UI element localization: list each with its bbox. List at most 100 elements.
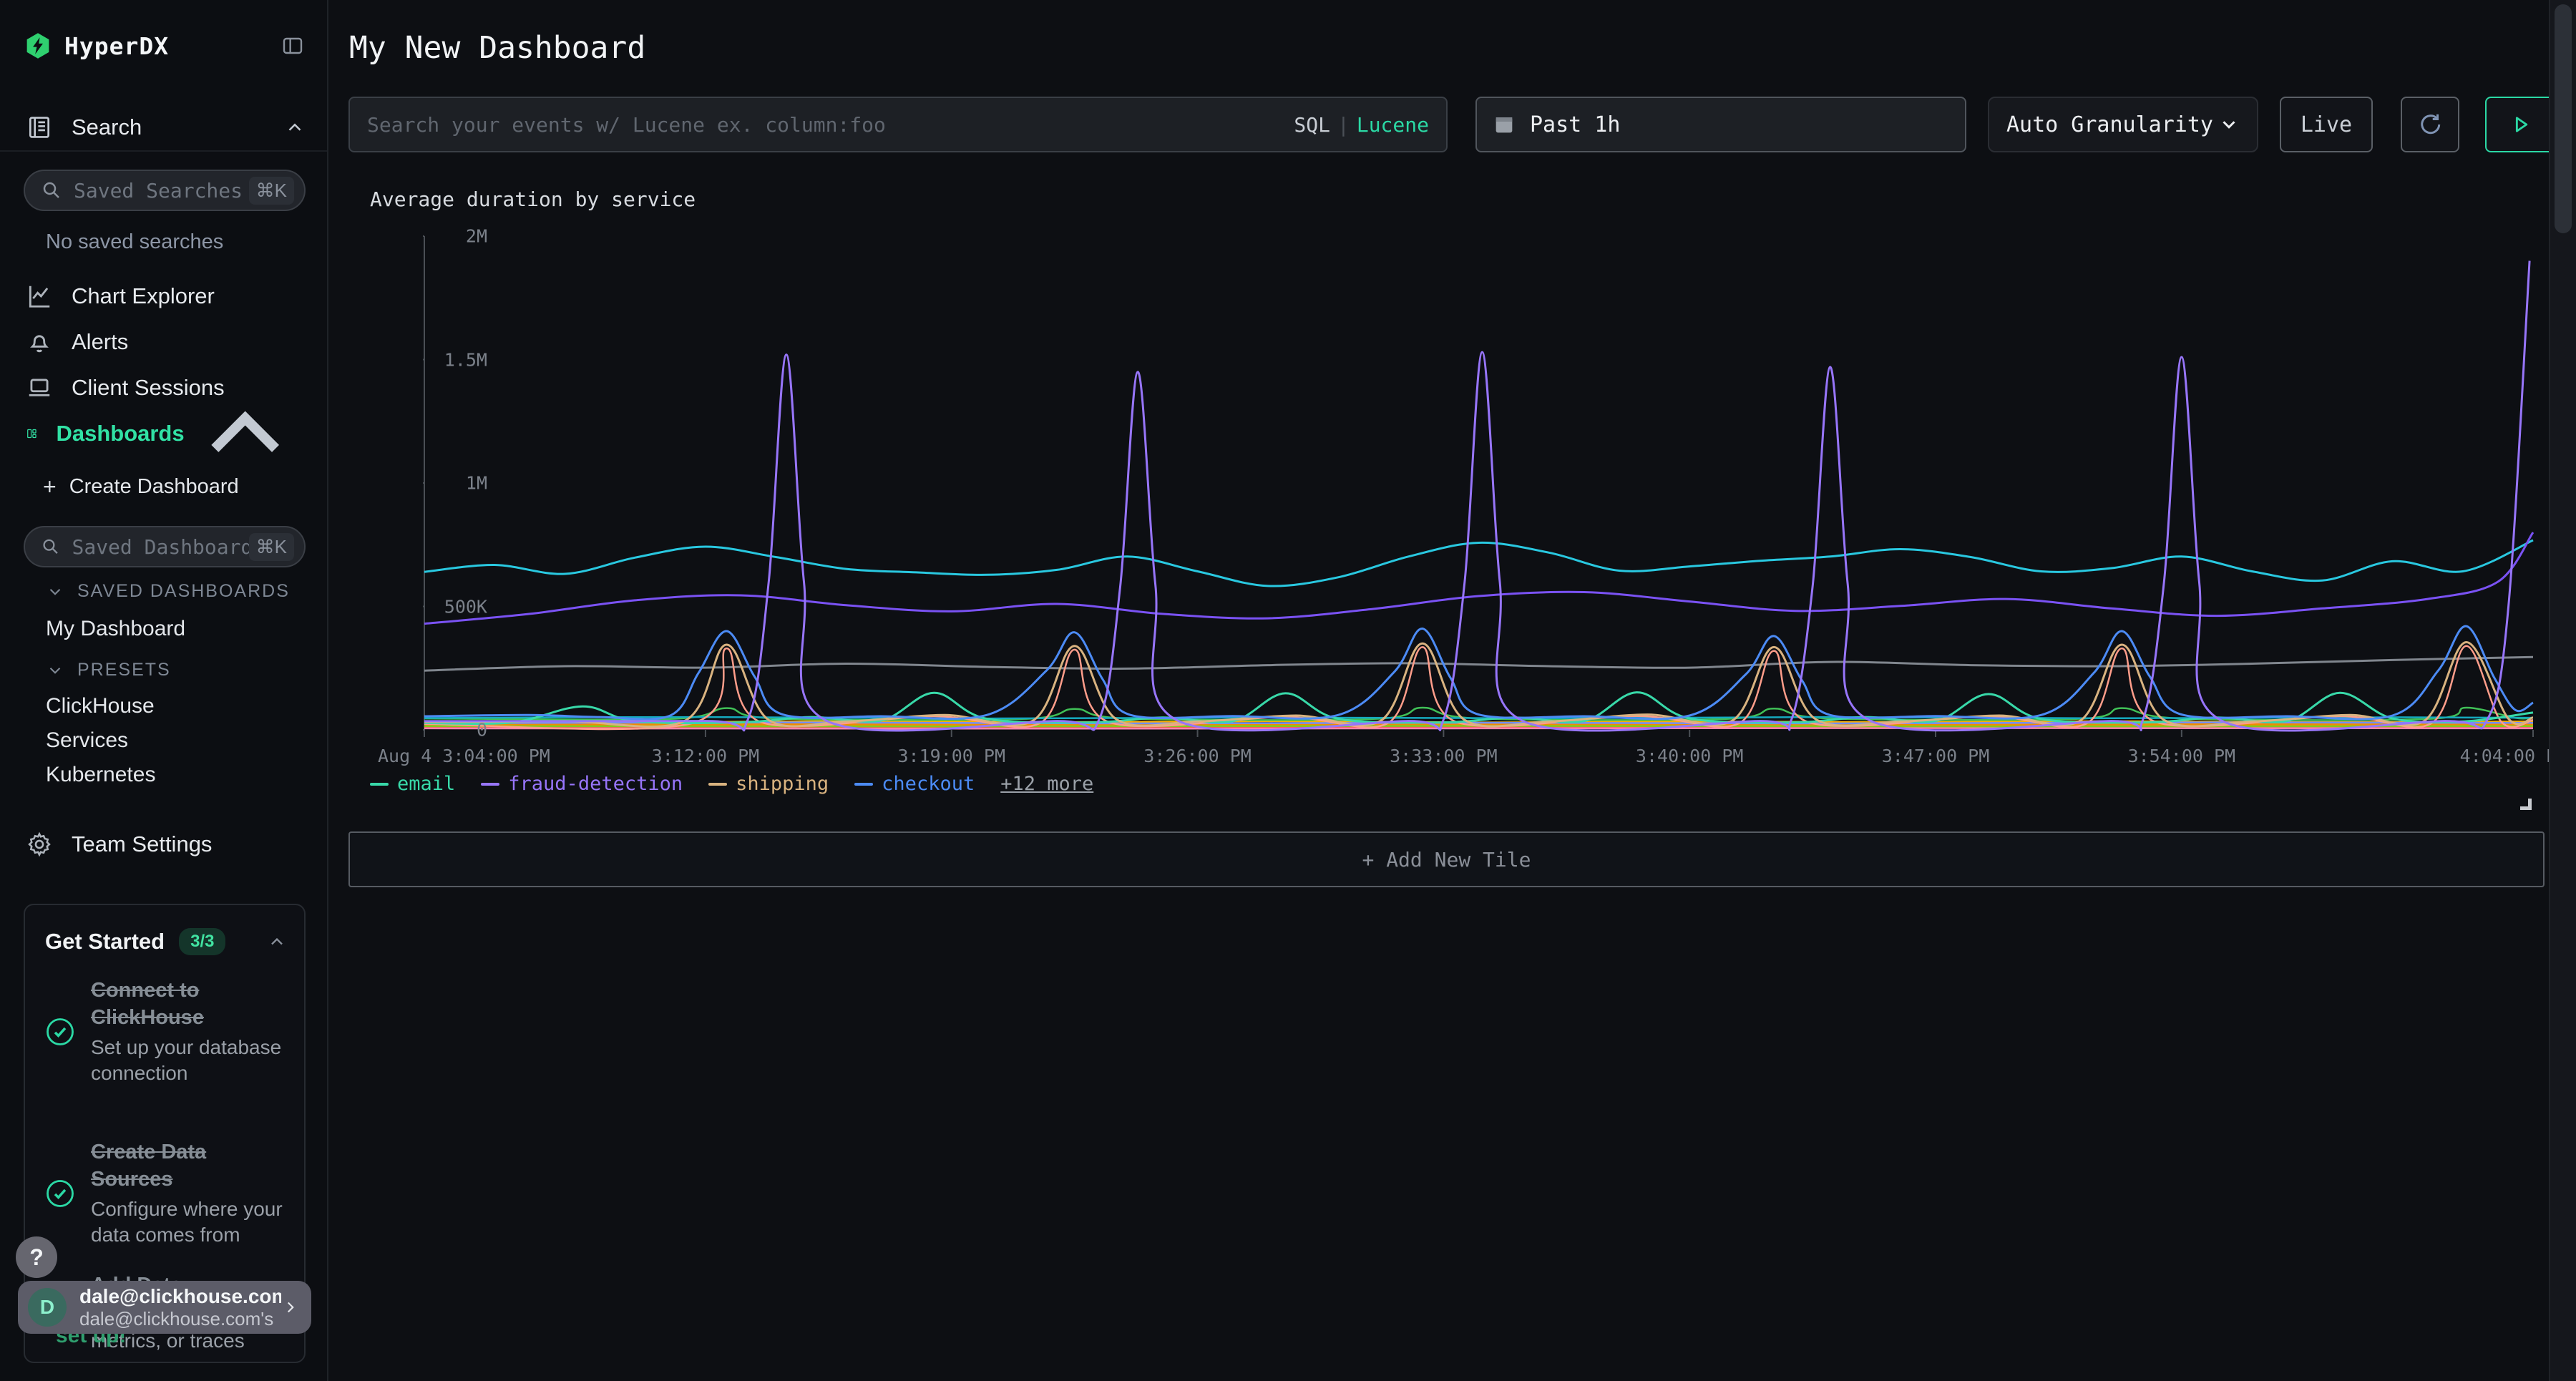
presets-section-label: PRESETS [77,660,171,680]
legend-item-checkout[interactable]: checkout [854,773,975,795]
x-tick-label: Aug 4 3:04:00 PM [378,746,550,766]
chevron-up-icon[interactable] [185,373,306,494]
legend-swatch [708,782,728,786]
sidebar-item-services[interactable]: Services [46,728,129,752]
event-search-input[interactable]: Search your events w/ Lucene ex. column:… [348,97,1448,152]
sidebar: HyperDX Search Saved Searches ⌘K No save… [0,0,328,1381]
event-search-placeholder: Search your events w/ Lucene ex. column:… [367,112,886,137]
x-tick-label: 3:33:00 PM [1390,746,1498,766]
create-dashboard-button[interactable]: + Create Dashboard [43,474,239,500]
presets-section-toggle[interactable]: PRESETS [46,660,171,680]
y-tick-label: 2M [465,225,487,247]
shortcut-badge: ⌘K [248,532,294,561]
bell-icon [30,335,49,353]
team-settings-label: Team Settings [72,831,213,857]
get-started-header[interactable]: Get Started 3/3 [45,928,287,955]
series-line-unnamed-7 [424,727,2534,730]
legend-label: shipping [736,773,829,795]
legend-swatch [481,782,500,786]
help-button[interactable]: ? [16,1236,57,1278]
legend-label: fraud-detection [508,773,683,795]
legend-item-fraud-detection[interactable]: fraud-detection [481,773,683,795]
query-language-toggle[interactable]: SQL | Lucene [1294,113,1429,137]
sidebar-item-clickhouse[interactable]: ClickHouse [46,694,155,718]
laptop-icon [29,379,50,396]
page-title: My New Dashboard [349,30,646,66]
sidebar-divider [0,150,327,152]
dashboard-tile[interactable]: Average duration by service 2M 1.5M 1M 500K… [348,172,2567,817]
granularity-value: Auto Granularity [2006,112,2213,137]
search-section-label: Search [72,114,142,140]
tile-title: Average duration by service [370,187,696,211]
user-team-name: dale@clickhouse.com's [79,1307,274,1329]
help-label: ? [29,1244,44,1270]
chevron-down-icon [49,667,61,674]
sidebar-item-dashboards[interactable]: Dashboards [26,411,306,454]
time-range-picker[interactable]: Past 1h [1475,97,1966,152]
get-started-item-sources[interactable]: Create Data Sources Configure where your… [45,1138,290,1248]
chevron-up-icon[interactable] [267,932,287,952]
scrollbar-thumb[interactable] [2555,4,2572,233]
play-button[interactable] [2485,97,2557,152]
check-circle-icon [47,1018,74,1045]
saved-dashboards-section-toggle[interactable]: SAVED DASHBOARDS [46,581,290,602]
chevron-down-icon [49,588,61,595]
add-new-tile-button[interactable]: + Add New Tile [348,831,2545,887]
chevron-up-icon[interactable] [284,117,306,138]
live-button[interactable]: Live [2280,97,2373,152]
search-icon [43,182,59,198]
x-tick-label: 3:40:00 PM [1635,746,1744,766]
lucene-toggle[interactable]: Lucene [1356,112,1429,137]
logo-row: HyperDX [24,31,306,60]
y-tick-label: 0 [476,719,487,741]
x-tick-label: 3:54:00 PM [2127,746,2236,766]
sidebar-collapse-icon[interactable] [280,34,306,57]
no-saved-searches-text: No saved searches [46,230,224,253]
sidebar-item-client-sessions[interactable]: Client Sessions [26,368,306,408]
refresh-button[interactable] [2401,97,2459,152]
create-dashboard-label: Create Dashboard [69,475,239,498]
hyperdx-logo-icon [26,33,49,59]
legend-item-email[interactable]: email [370,773,455,795]
page-scrollbar[interactable] [2549,0,2576,1381]
play-icon [2515,117,2528,132]
x-tick-label: 3:12:00 PM [651,746,760,766]
user-account-card[interactable]: D dale@clickhouse.com dale@clickhouse.co… [18,1281,311,1334]
sidebar-item-alerts[interactable]: Alerts [26,322,306,362]
gear-icon [28,831,51,857]
dashboards-icon [27,429,36,439]
get-started-item-title: Connect to ClickHouse [91,979,204,1030]
get-started-item-connect[interactable]: Connect to ClickHouse Set up your databa… [45,977,290,1086]
y-tick-label: 500K [444,596,487,617]
sidebar-item-kubernetes[interactable]: Kubernetes [46,763,156,786]
check-circle-icon [47,1179,74,1207]
calendar-icon [1496,117,1513,133]
series-line-fraud-detection [424,260,2531,732]
app-title: HyperDX [64,31,170,60]
x-tick-label: 3:26:00 PM [1143,746,1252,766]
chart-plot-area[interactable]: 2M 1.5M 1M 500K 0 Aug 4 3:04:00 PM 3:12:00 PM… [378,225,2567,767]
sidebar-item-my-dashboard[interactable]: My Dashboard [46,617,186,640]
legend-more-link[interactable]: +12 more [1000,773,1094,795]
x-tick-label: 3:19:00 PM [897,746,1006,766]
get-started-title: Get Started [45,929,165,954]
legend-swatch [370,782,389,786]
chevron-right-icon [287,1302,294,1313]
sidebar-item-team-settings[interactable]: Team Settings [26,824,306,864]
granularity-select[interactable]: Auto Granularity [1988,97,2258,152]
saved-dashboards-placeholder: Saved Dashboards [72,535,249,559]
sql-toggle[interactable]: SQL [1294,112,1330,137]
sidebar-item-search[interactable]: Search [26,107,306,147]
avatar: D [28,1288,67,1327]
tile-resize-handle[interactable] [2520,799,2532,810]
saved-searches-input[interactable]: Saved Searches ⌘K [24,170,306,211]
search-icon [43,539,58,554]
legend-label: checkout [882,773,975,795]
saved-dashboards-input[interactable]: Saved Dashboards ⌘K [24,526,306,567]
saved-dashboards-section-label: SAVED DASHBOARDS [77,581,290,601]
client-sessions-label: Client Sessions [72,375,225,400]
alerts-label: Alerts [72,329,129,354]
sidebar-item-chart-explorer[interactable]: Chart Explorer [26,276,306,316]
legend-item-shipping[interactable]: shipping [708,773,829,795]
